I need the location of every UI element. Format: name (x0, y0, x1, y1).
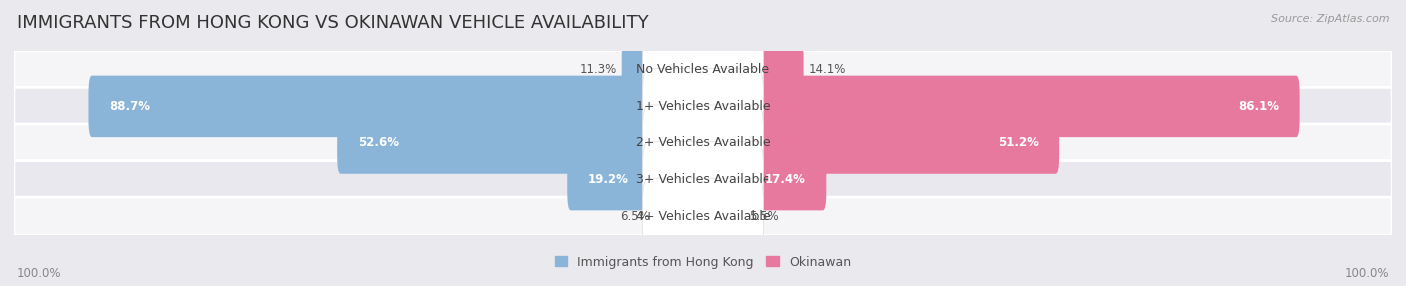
FancyBboxPatch shape (14, 197, 1392, 235)
Text: 2+ Vehicles Available: 2+ Vehicles Available (636, 136, 770, 150)
Text: 1+ Vehicles Available: 1+ Vehicles Available (636, 100, 770, 113)
Text: No Vehicles Available: No Vehicles Available (637, 63, 769, 76)
Text: 100.0%: 100.0% (1344, 267, 1389, 280)
FancyBboxPatch shape (567, 149, 706, 210)
FancyBboxPatch shape (14, 87, 1392, 126)
Text: 51.2%: 51.2% (998, 136, 1039, 150)
Text: Source: ZipAtlas.com: Source: ZipAtlas.com (1271, 14, 1389, 24)
FancyBboxPatch shape (337, 112, 706, 174)
FancyBboxPatch shape (655, 185, 706, 247)
FancyBboxPatch shape (14, 160, 1392, 199)
FancyBboxPatch shape (700, 149, 827, 210)
FancyBboxPatch shape (14, 124, 1392, 162)
Text: 52.6%: 52.6% (359, 136, 399, 150)
Text: 86.1%: 86.1% (1237, 100, 1279, 113)
FancyBboxPatch shape (643, 32, 763, 108)
Text: 88.7%: 88.7% (110, 100, 150, 113)
FancyBboxPatch shape (14, 51, 1392, 89)
FancyBboxPatch shape (700, 112, 1059, 174)
FancyBboxPatch shape (643, 68, 763, 144)
FancyBboxPatch shape (700, 185, 744, 247)
Text: 5.5%: 5.5% (749, 210, 779, 223)
FancyBboxPatch shape (700, 39, 804, 101)
Text: 14.1%: 14.1% (808, 63, 846, 76)
Text: 6.5%: 6.5% (620, 210, 650, 223)
FancyBboxPatch shape (621, 39, 706, 101)
Text: 19.2%: 19.2% (588, 173, 628, 186)
FancyBboxPatch shape (643, 105, 763, 181)
Text: IMMIGRANTS FROM HONG KONG VS OKINAWAN VEHICLE AVAILABILITY: IMMIGRANTS FROM HONG KONG VS OKINAWAN VE… (17, 14, 648, 32)
FancyBboxPatch shape (643, 142, 763, 218)
FancyBboxPatch shape (89, 76, 706, 137)
Text: 4+ Vehicles Available: 4+ Vehicles Available (636, 210, 770, 223)
Text: 100.0%: 100.0% (17, 267, 62, 280)
FancyBboxPatch shape (700, 76, 1299, 137)
FancyBboxPatch shape (643, 178, 763, 254)
Text: 3+ Vehicles Available: 3+ Vehicles Available (636, 173, 770, 186)
Text: 11.3%: 11.3% (579, 63, 617, 76)
Legend: Immigrants from Hong Kong, Okinawan: Immigrants from Hong Kong, Okinawan (555, 255, 851, 269)
Text: 17.4%: 17.4% (765, 173, 806, 186)
